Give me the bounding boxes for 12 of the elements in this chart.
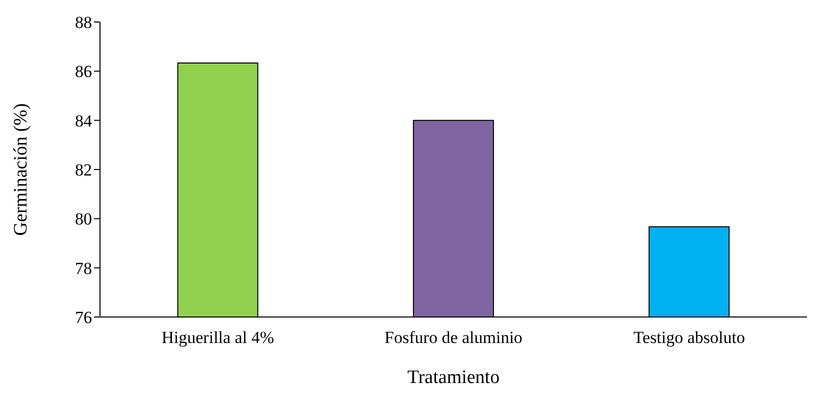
x-axis-title: Tratamiento [407, 367, 500, 388]
x-tick-label: Higuerilla al 4% [162, 328, 274, 348]
x-tick-label: Fosfuro de aluminio [384, 328, 522, 348]
y-tick-label: 82 [75, 160, 92, 180]
y-tick-label: 84 [75, 111, 92, 130]
x-tick-label: Testigo absoluto [633, 328, 746, 348]
y-tick-label: 86 [75, 62, 92, 82]
y-tick-label: 88 [75, 13, 92, 32]
y-tick-label: 80 [75, 210, 92, 229]
y-tick-label: 78 [75, 258, 92, 278]
y-axis-title: Germinación (%) [10, 103, 32, 236]
y-tick-label: 76 [75, 308, 92, 328]
